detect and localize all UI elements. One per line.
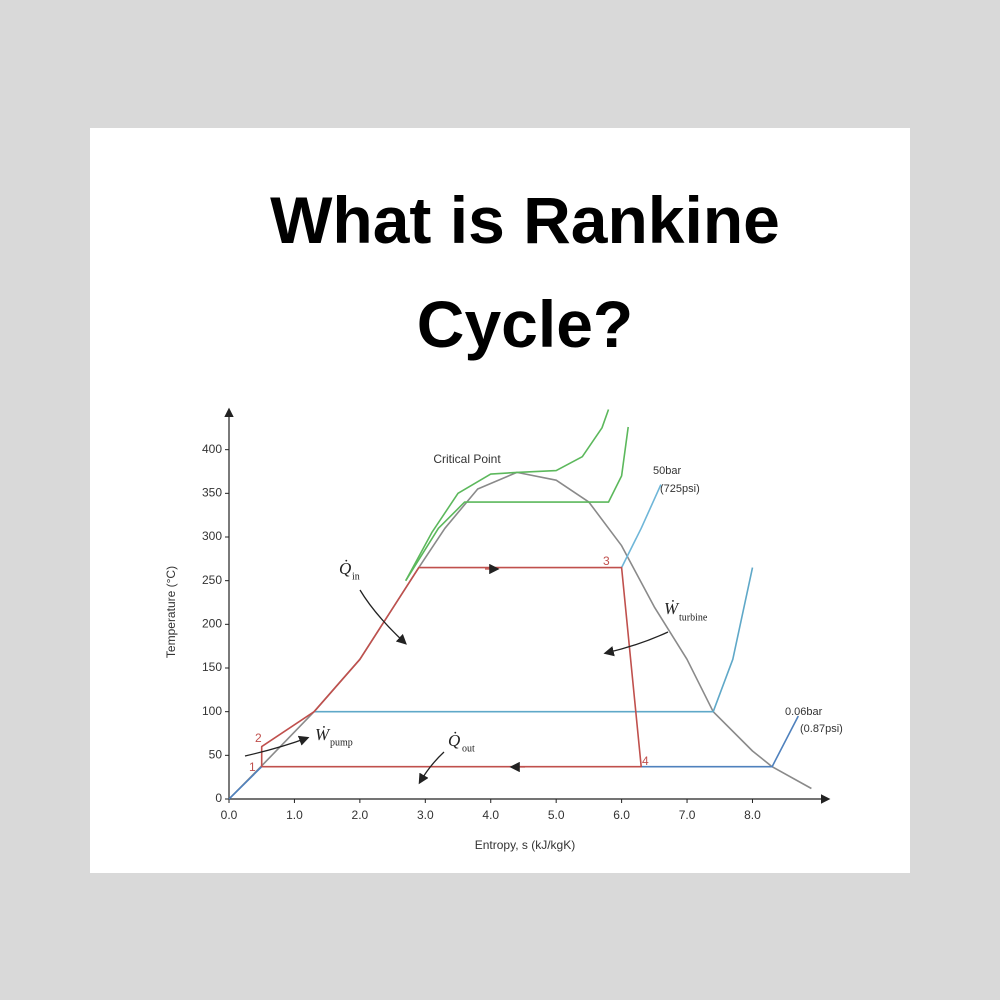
x-tick-label: 2.0 — [352, 808, 369, 822]
annotation-sub: out — [462, 743, 475, 754]
state-label: 2 — [255, 731, 262, 745]
curve — [620, 484, 662, 568]
y-tick-label: 100 — [202, 704, 222, 718]
y-tick-label: 200 — [202, 617, 222, 631]
curve — [404, 409, 610, 582]
chart-title: What is Rankine Cycle? — [270, 183, 780, 361]
y-tick-label: 50 — [209, 748, 223, 762]
y-tick-label: 350 — [202, 486, 222, 500]
curve — [260, 566, 642, 768]
x-axis-label: Entropy, s (kJ/kgK) — [475, 838, 575, 852]
x-tick-label: 7.0 — [679, 808, 696, 822]
annotation: Q̇ — [448, 731, 460, 750]
curve — [228, 766, 263, 800]
x-tick-label: 6.0 — [613, 808, 630, 822]
y-axis-label: Temperature (°C) — [164, 566, 178, 658]
x-tick-label: 0.0 — [221, 808, 238, 822]
arrow — [603, 631, 669, 657]
arrow — [244, 735, 310, 757]
annotation: 50bar — [653, 465, 681, 477]
x-tick-label: 1.0 — [286, 808, 303, 822]
x-tick-label: 4.0 — [482, 808, 499, 822]
y-tick-label: 400 — [202, 442, 222, 456]
annotation-sub: turbine — [679, 612, 708, 623]
annotation: 0.06bar — [785, 706, 823, 718]
annotation: Critical Point — [433, 452, 501, 466]
state-label: 3 — [603, 554, 610, 568]
arrow — [359, 589, 407, 645]
annotation: Ẇ — [315, 725, 331, 744]
curve — [641, 715, 800, 768]
annotation: (0.87psi) — [800, 723, 843, 735]
y-tick-label: 150 — [202, 660, 222, 674]
annotation: (725psi) — [660, 483, 700, 495]
annotation-sub: pump — [330, 737, 353, 748]
x-tick-label: 8.0 — [744, 808, 761, 822]
state-label: 1 — [249, 760, 256, 774]
curve — [314, 567, 754, 713]
state-label: 4 — [642, 754, 649, 768]
curve — [405, 426, 629, 582]
annotation: Q̇ — [339, 559, 351, 578]
y-tick-label: 250 — [202, 573, 222, 587]
x-tick-label: 3.0 — [417, 808, 434, 822]
arrow — [418, 751, 445, 785]
y-tick-label: 300 — [202, 529, 222, 543]
y-tick-label: 0 — [215, 791, 222, 805]
curve — [228, 471, 812, 800]
annotation-sub: in — [352, 571, 360, 582]
annotation: Ẇ — [664, 599, 680, 618]
card — [90, 128, 910, 873]
x-tick-label: 5.0 — [548, 808, 565, 822]
